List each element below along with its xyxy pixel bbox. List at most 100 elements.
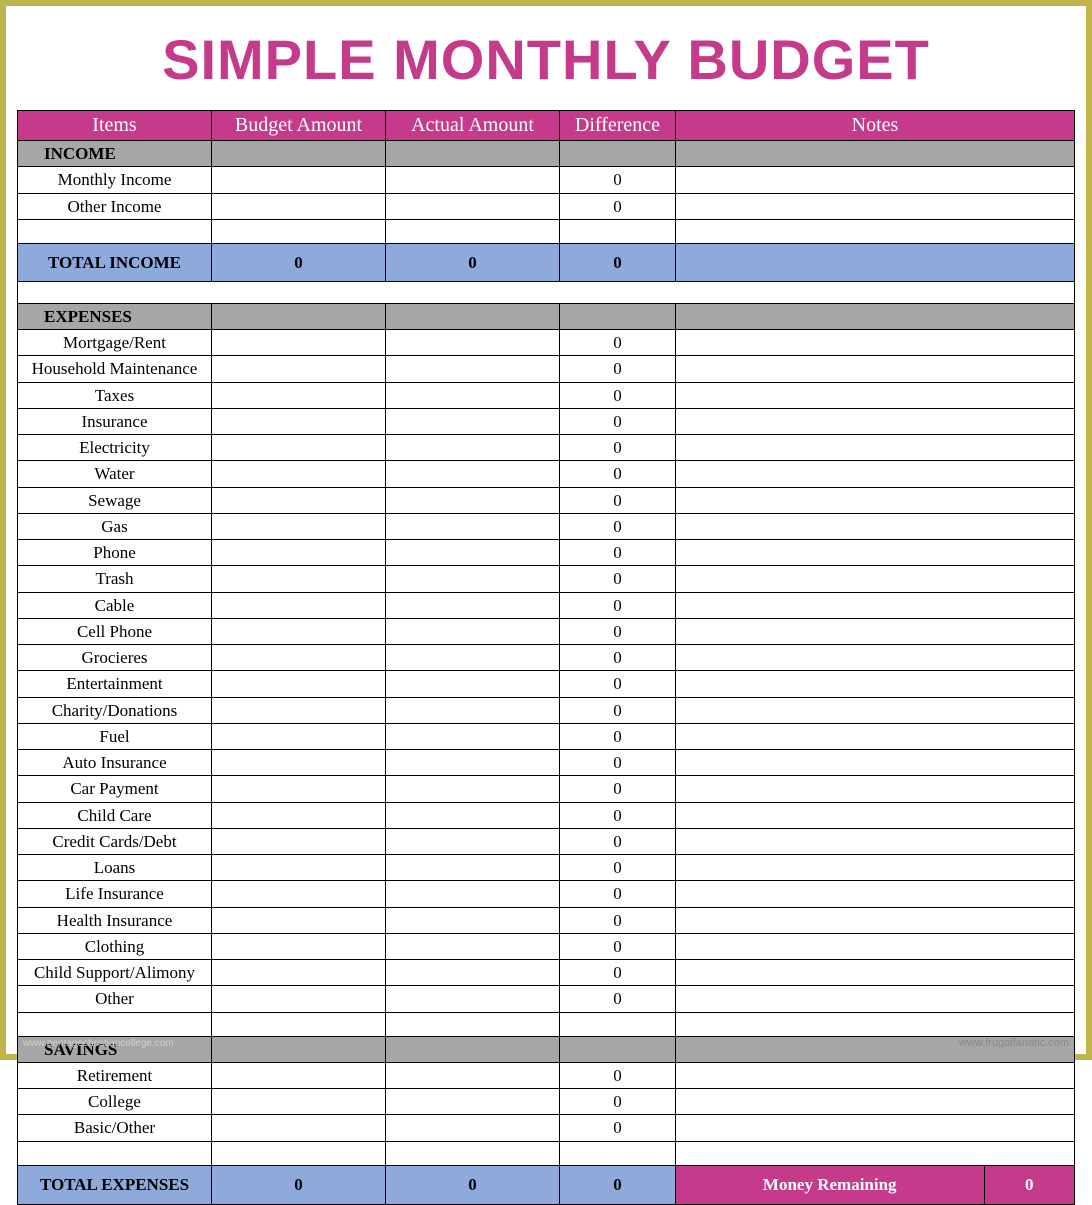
header-row: Items Budget Amount Actual Amount Differ…: [18, 111, 1075, 141]
item-label: Other: [18, 986, 212, 1012]
footer-left: www.heritagechristiancollege.com: [23, 1038, 174, 1049]
section-label-expenses: EXPENSES: [18, 303, 212, 329]
table-row: Loans0: [18, 855, 1075, 881]
table-row: Charity/Donations0: [18, 697, 1075, 723]
col-budget: Budget Amount: [212, 111, 386, 141]
total-expenses-actual: 0: [386, 1165, 560, 1204]
table-row: Car Payment0: [18, 776, 1075, 802]
notes-cell: [676, 330, 1075, 356]
actual-cell: [386, 907, 560, 933]
actual-cell: [386, 330, 560, 356]
item-label: Gas: [18, 513, 212, 539]
budget-cell: [212, 435, 386, 461]
diff-cell: 0: [560, 513, 676, 539]
outer-frame: SIMPLE MONTHLY BUDGET Items Budget Amoun…: [0, 0, 1092, 1060]
section-cell: [560, 303, 676, 329]
item-label: Child Care: [18, 802, 212, 828]
item-label: Electricity: [18, 435, 212, 461]
table-row: [18, 1012, 1075, 1036]
notes-cell: [676, 461, 1075, 487]
section-label-income: INCOME: [18, 141, 212, 167]
table-row: Retirement0: [18, 1062, 1075, 1088]
money-remaining-value: 0: [984, 1166, 1074, 1204]
budget-cell: [212, 881, 386, 907]
table-row: Fuel0: [18, 723, 1075, 749]
actual-cell: [386, 855, 560, 881]
section-cell: [560, 141, 676, 167]
total-expenses-label: TOTAL EXPENSES: [18, 1165, 212, 1204]
diff-cell: 0: [560, 618, 676, 644]
total-notes: [676, 243, 1075, 281]
actual-cell: [386, 671, 560, 697]
table-row: Basic/Other 0: [18, 1115, 1075, 1141]
table-row: Clothing 0: [18, 933, 1075, 959]
item-label: Health Insurance: [18, 907, 212, 933]
item-label: Grocieres: [18, 645, 212, 671]
budget-cell: [212, 802, 386, 828]
table-row: Taxes0: [18, 382, 1075, 408]
budget-cell: [212, 513, 386, 539]
actual-cell: [386, 723, 560, 749]
notes-cell: [676, 933, 1075, 959]
table-row: [18, 219, 1075, 243]
table-row: College0: [18, 1089, 1075, 1115]
item-label: Charity/Donations: [18, 697, 212, 723]
item-label: [18, 1012, 212, 1036]
actual-cell: [386, 382, 560, 408]
diff-cell: 0: [560, 933, 676, 959]
diff-cell: 0: [560, 330, 676, 356]
notes-cell: [676, 723, 1075, 749]
spacer-row: [18, 281, 1075, 303]
notes-cell: [676, 986, 1075, 1012]
notes-cell: [676, 435, 1075, 461]
budget-cell: [212, 723, 386, 749]
diff-cell: 0: [560, 855, 676, 881]
diff-cell: 0: [560, 592, 676, 618]
diff-cell: 0: [560, 645, 676, 671]
diff-cell: 0: [560, 193, 676, 219]
footer-right: www.frugalfanatic.com: [959, 1037, 1069, 1049]
notes-cell: [676, 750, 1075, 776]
budget-cell: [212, 193, 386, 219]
item-label: Credit Cards/Debt: [18, 828, 212, 854]
budget-cell: [212, 1115, 386, 1141]
col-notes: Notes: [676, 111, 1075, 141]
budget-cell: [212, 382, 386, 408]
item-label: Other Income: [18, 193, 212, 219]
actual-cell: [386, 435, 560, 461]
notes-cell: [676, 382, 1075, 408]
notes-cell: [676, 881, 1075, 907]
table-row: Entertainment0: [18, 671, 1075, 697]
actual-cell: [386, 1115, 560, 1141]
diff-cell: 0: [560, 356, 676, 382]
budget-cell: [212, 540, 386, 566]
budget-cell: [212, 461, 386, 487]
section-row-savings: SAVINGS: [18, 1036, 1075, 1062]
section-cell: [386, 141, 560, 167]
diff-cell: 0: [560, 1115, 676, 1141]
item-label: Trash: [18, 566, 212, 592]
notes-cell: [676, 1062, 1075, 1088]
table-row: Mortgage/Rent0: [18, 330, 1075, 356]
total-actual: 0: [386, 243, 560, 281]
item-label: Basic/Other: [18, 1115, 212, 1141]
actual-cell: [386, 461, 560, 487]
section-cell: [560, 1036, 676, 1062]
actual-cell: [386, 802, 560, 828]
diff-cell: 0: [560, 723, 676, 749]
total-diff: 0: [560, 243, 676, 281]
item-label: Cable: [18, 592, 212, 618]
diff-cell: 0: [560, 382, 676, 408]
diff-cell: [560, 1141, 676, 1165]
notes-cell: [676, 802, 1075, 828]
table-row: Gas 0: [18, 513, 1075, 539]
item-label: College: [18, 1089, 212, 1115]
notes-cell: [676, 828, 1075, 854]
item-label: Clothing: [18, 933, 212, 959]
item-label: Sewage: [18, 487, 212, 513]
budget-cell: [212, 855, 386, 881]
notes-cell: [676, 193, 1075, 219]
diff-cell: 0: [560, 1062, 676, 1088]
section-cell: [212, 303, 386, 329]
budget-cell: [212, 330, 386, 356]
